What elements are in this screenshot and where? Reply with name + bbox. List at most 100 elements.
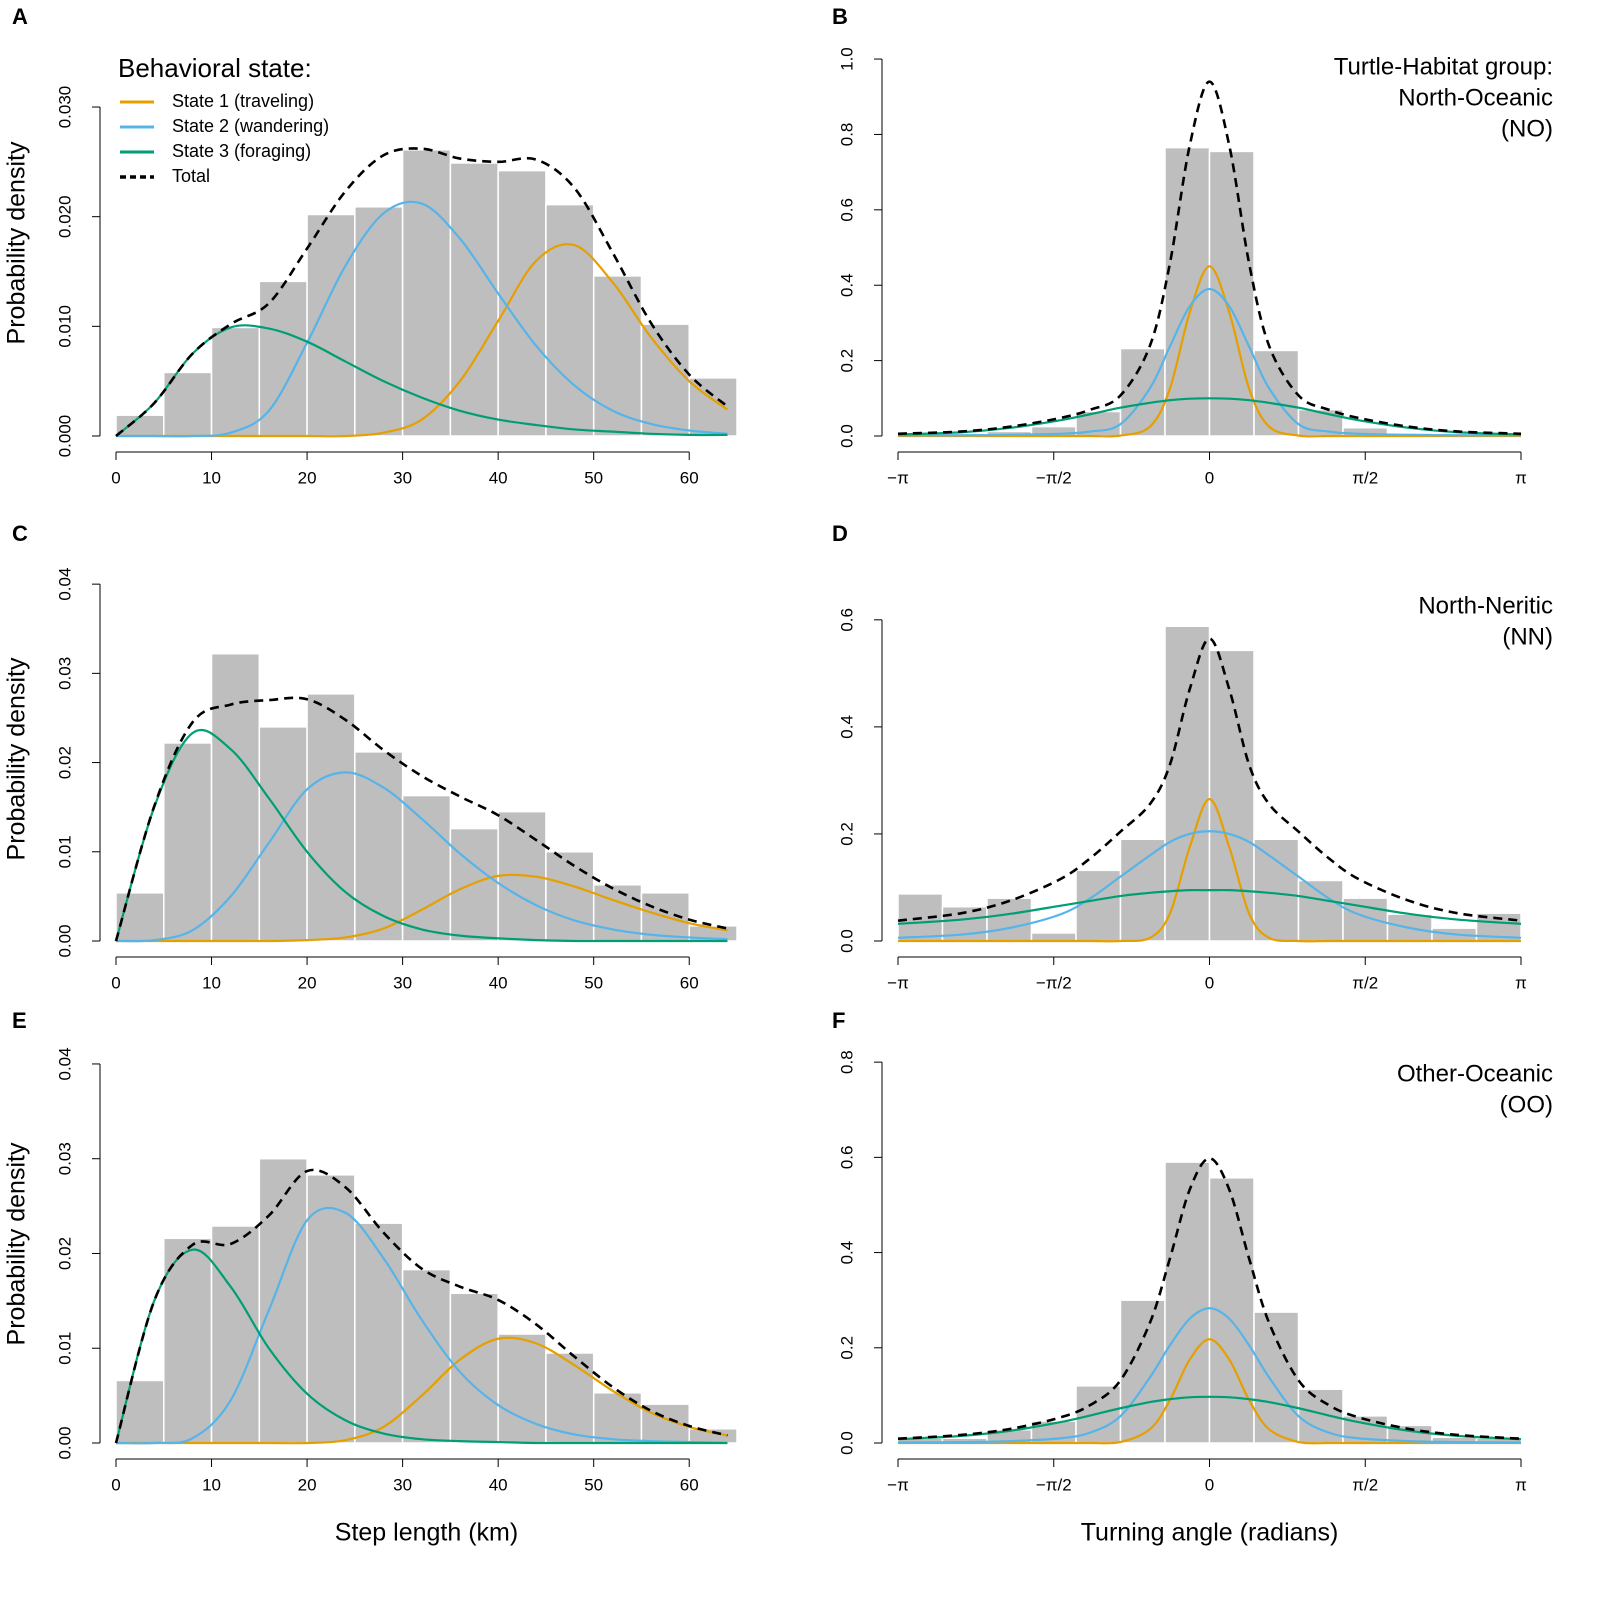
x-tick-label: 10 xyxy=(202,973,221,992)
y-tick-label: 0.03 xyxy=(55,1142,74,1175)
y-tick-label: 0.04 xyxy=(55,568,74,601)
histogram-bar xyxy=(449,827,499,942)
histogram-bar xyxy=(306,693,356,942)
density-curve xyxy=(114,696,728,942)
y-tick-label: 0.00 xyxy=(55,1426,74,1459)
x-tick-label: −π/2 xyxy=(1036,973,1072,992)
histogram-bar xyxy=(1297,879,1344,942)
histogram-bar xyxy=(1164,1161,1211,1444)
density-curve xyxy=(897,1338,1521,1445)
x-tick-label: 10 xyxy=(202,468,221,487)
panel-letter: E xyxy=(12,1008,27,1033)
x-tick-label: 20 xyxy=(298,468,317,487)
y-tick-label: 0.6 xyxy=(837,198,856,222)
histogram-bar xyxy=(163,1237,213,1444)
histogram-bar xyxy=(592,275,643,437)
histogram-bar xyxy=(210,652,261,942)
x-tick-label: −π/2 xyxy=(1036,1475,1072,1494)
y-tick-label: 0.010 xyxy=(55,305,74,348)
histogram-bar xyxy=(115,414,165,437)
y-tick-label: 0.2 xyxy=(837,1336,856,1360)
density-curve xyxy=(897,1395,1522,1441)
x-tick-label: 60 xyxy=(680,1475,699,1494)
y-tick-label: 0.00 xyxy=(55,924,74,957)
histogram-bar xyxy=(1208,150,1255,437)
histogram-bar xyxy=(401,794,452,942)
density-curve xyxy=(898,265,1521,438)
histogram-bar xyxy=(545,851,595,942)
panel-letter: C xyxy=(12,521,28,546)
x-tick-label: 40 xyxy=(489,468,508,487)
density-curve xyxy=(116,243,729,438)
histogram-bar xyxy=(449,162,499,437)
density-curve xyxy=(114,1248,728,1445)
panel: 0 10 20 30 40 50 60 0.00 0.01 0.02 0.03 0.04 C Probab… xyxy=(3,521,738,992)
y-tick-label: 0.02 xyxy=(55,746,74,779)
x-tick-label: π/2 xyxy=(1352,468,1378,487)
y-tick-label: 0.2 xyxy=(837,349,856,373)
y-tick-label: 0.000 xyxy=(55,415,74,458)
y-tick-label: 0.8 xyxy=(837,1050,856,1074)
legend-label: State 2 (wandering) xyxy=(172,116,329,136)
density-curve xyxy=(897,80,1522,436)
histogram-bar xyxy=(258,726,308,942)
y-tick-label: 0.0 xyxy=(837,424,856,448)
histogram-bar xyxy=(545,203,595,437)
histogram-bar xyxy=(163,371,213,437)
y-tick-label: 0.01 xyxy=(55,835,74,868)
x-tick-label: 40 xyxy=(489,1475,508,1494)
histogram-bar xyxy=(210,1225,261,1444)
y-tick-label: 1.0 xyxy=(837,47,856,71)
y-tick-label: 0.030 xyxy=(55,86,74,129)
y-tick-label: 0.8 xyxy=(837,123,856,147)
density-curve xyxy=(114,728,728,943)
panel-letter: B xyxy=(832,4,848,29)
y-tick-label: 0.0 xyxy=(837,929,856,953)
x-tick-label: 10 xyxy=(202,1475,221,1494)
density-curve xyxy=(898,798,1521,943)
density-curve xyxy=(897,888,1522,925)
histogram-bar xyxy=(354,206,404,437)
histogram-bar xyxy=(354,1222,404,1444)
y-tick-label: 0.03 xyxy=(55,657,74,690)
y-tick-label: 0.6 xyxy=(837,608,856,632)
histogram-bar xyxy=(497,1333,547,1444)
histogram-bar xyxy=(354,751,404,942)
x-tick-label: 60 xyxy=(680,973,699,992)
x-tick-label: 50 xyxy=(584,973,603,992)
x-tick-label: 30 xyxy=(393,973,412,992)
x-tick-label: 0 xyxy=(111,1475,120,1494)
density-curve xyxy=(115,147,729,437)
density-curve xyxy=(897,397,1522,436)
density-curve xyxy=(114,1168,728,1444)
histogram-bar xyxy=(1119,347,1166,437)
histogram-bar xyxy=(640,323,690,437)
y-tick-label: 0.02 xyxy=(55,1237,74,1270)
histogram-bar xyxy=(1253,838,1300,942)
x-tick-label: −π/2 xyxy=(1036,468,1072,487)
x-tick-label: −π xyxy=(887,1475,909,1494)
density-curve xyxy=(116,873,728,943)
x-tick-label: 30 xyxy=(393,468,412,487)
density-curve xyxy=(115,324,728,437)
x-tick-label: π xyxy=(1515,468,1527,487)
y-tick-label: 0.4 xyxy=(837,1241,856,1265)
annotation: (OO) xyxy=(1500,1091,1553,1118)
x-tick-label: 0 xyxy=(1205,973,1214,992)
histogram-bar xyxy=(1030,932,1077,942)
histogram-bar xyxy=(258,1157,308,1444)
annotation: (NO) xyxy=(1501,115,1553,142)
panel: 0 10 20 30 40 50 60 0.000 0.010 0.020 0.030 A Probab… xyxy=(3,4,738,487)
y-tick-label: 0.020 xyxy=(55,195,74,238)
x-tick-label: 0 xyxy=(111,973,120,992)
y-tick-label: 0.04 xyxy=(55,1047,74,1080)
x-tick-label: 20 xyxy=(298,973,317,992)
x-tick-label: 0 xyxy=(111,468,120,487)
x-tick-label: 20 xyxy=(298,1475,317,1494)
legend-label: State 1 (traveling) xyxy=(172,91,314,111)
density-curve xyxy=(897,830,1522,939)
legend-label: Total xyxy=(172,166,210,186)
panel: 0 10 20 30 40 50 60 0.00 0.01 0.02 0.03 0.04 E Probab… xyxy=(3,1008,738,1547)
y-tick-label: 0.6 xyxy=(837,1146,856,1170)
